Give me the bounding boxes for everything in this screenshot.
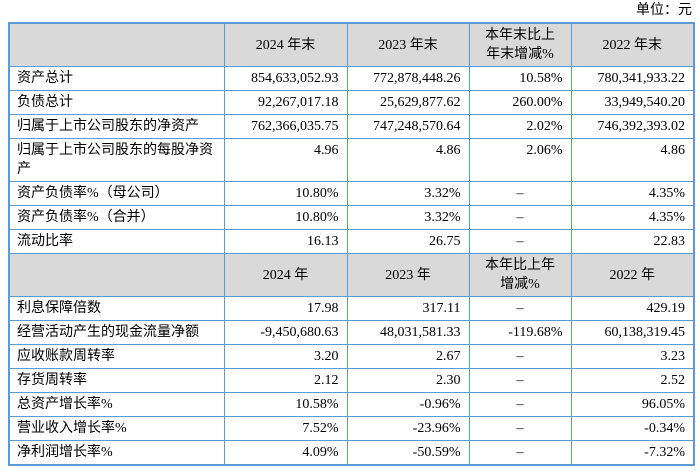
column-header: 2023 年末 [346,22,470,67]
table-row: 归属于上市公司股东的净资产 762,366,035.75 747,248,570.6… [8,114,695,139]
column-header: 2022 年 [570,253,695,297]
cell-value: 4.86 [570,138,695,182]
cell-value: 4.09% [223,440,348,466]
cell-value: 17.98 [223,296,348,321]
table-body: 2024 年末 2023 年末 本年末比上年末增减% 2022 年末 资产总计 854,6… [8,22,695,466]
cell-dash: – [468,205,572,230]
table-row: 利息保障倍数 17.98 317.11–429.19 [8,296,695,321]
row-label: 资产负债率%（母公司） [8,181,225,206]
cell-value: 260.00% [468,90,572,115]
header-row: 2024 年 2023 年本年比上年增减% 2022 年 [8,253,695,297]
cell-value: 747,248,570.64 [346,114,470,139]
cell-value: 2.67 [346,344,470,369]
cell-value: 4.86 [346,138,470,182]
cell-value: 96.05% [570,392,695,417]
cell-value: 772,878,448.26 [346,66,470,91]
cell-value: 48,031,581.33 [346,320,470,345]
cell-value: 22.83 [570,229,695,254]
cell-value: 10.80% [223,181,348,206]
cell-dash: – [468,368,572,393]
cell-value: 854,633,052.93 [223,66,348,91]
financial-indicators-table: 2024 年末 2023 年末 本年末比上年末增减% 2022 年末 资产总计 854,6… [8,22,695,466]
cell-value: -7.32% [570,440,695,466]
cell-value: 2.06% [468,138,572,182]
row-label: 归属于上市公司股东的净资产 [8,114,225,139]
cell-value: 10.58% [468,66,572,91]
row-label: 净利润增长率% [8,440,225,466]
table-row: 经营活动产生的现金流量净额 -9,450,680.63 48,031,581.33-… [8,320,695,345]
cell-dash: – [468,229,572,254]
cell-value: 26.75 [346,229,470,254]
cell-value: 60,138,319.45 [570,320,695,345]
table-row: 流动比率 16.13 26.75–22.83 [8,229,695,254]
cell-value: 4.35% [570,205,695,230]
cell-value: 2.12 [223,368,348,393]
cell-value: -9,450,680.63 [223,320,348,345]
cell-value: 429.19 [570,296,695,321]
table-row: 应收账款周转率 3.20 2.67–3.23 [8,344,695,369]
row-label: 利息保障倍数 [8,296,225,321]
row-label: 负债总计 [8,90,225,115]
header-row: 2024 年末 2023 年末 本年末比上年末增减% 2022 年末 [8,22,695,67]
column-header: 2024 年 [223,253,348,297]
corner-cell [8,253,225,297]
cell-dash: – [468,416,572,441]
cell-dash: – [468,344,572,369]
table-row: 资产负债率%（母公司） 10.80% 3.32% –4.35% [8,181,695,206]
cell-value: 10.80% [223,205,348,230]
cell-value: 746,392,393.02 [570,114,695,139]
cell-value: 762,366,035.75 [223,114,348,139]
cell-value: 10.58% [223,392,348,417]
cell-value: 3.20 [223,344,348,369]
row-label: 归属于上市公司股东的每股净资产 [8,138,225,182]
cell-value: 4.96 [223,138,348,182]
cell-value: 7.52% [223,416,348,441]
table-row: 归属于上市公司股东的每股净资产 4.96 4.86 2.06% 4.86 [8,138,695,182]
cell-dash: – [468,181,572,206]
row-label: 流动比率 [8,229,225,254]
unit-label: 单位：元 [636,3,692,18]
cell-value: 25,629,877.62 [346,90,470,115]
corner-cell [8,22,225,67]
cell-value: -23.96% [346,416,470,441]
cell-dash: – [468,296,572,321]
column-header: 本年比上年增减% [468,253,572,297]
cell-value: 780,341,933.22 [570,66,695,91]
table-row: 资产总计 854,633,052.93 772,878,448.26 10.58% 78… [8,66,695,91]
table-row: 资产负债率%（合并） 10.80% 3.32% –4.35% [8,205,695,230]
row-label: 资产总计 [8,66,225,91]
row-label: 存货周转率 [8,368,225,393]
cell-value: 3.23 [570,344,695,369]
cell-value: 317.11 [346,296,470,321]
cell-value: 2.02% [468,114,572,139]
cell-value: -0.34% [570,416,695,441]
cell-value: 33,949,540.20 [570,90,695,115]
table-row: 总资产增长率% 10.58% -0.96% –96.05% [8,392,695,417]
column-header: 本年末比上年末增减% [468,22,572,67]
table-row: 存货周转率 2.12 2.30–2.52 [8,368,695,393]
cell-value: 16.13 [223,229,348,254]
column-header: 2024 年末 [223,22,348,67]
cell-value: 3.32% [346,205,470,230]
table-row: 净利润增长率% 4.09% -50.59% – -7.32% [8,440,695,466]
column-header: 2023 年 [346,253,470,297]
cell-dash: – [468,440,572,466]
cell-value: 2.52 [570,368,695,393]
cell-value: 92,267,017.18 [223,90,348,115]
row-label: 总资产增长率% [8,392,225,417]
cell-value: -0.96% [346,392,470,417]
row-label: 资产负债率%（合并） [8,205,225,230]
column-header: 2022 年末 [570,22,695,67]
cell-value: 3.32% [346,181,470,206]
table-row: 负债总计 92,267,017.18 25,629,877.62 260.00% 33,… [8,90,695,115]
cell-value: -119.68% [468,320,572,345]
cell-value: -50.59% [346,440,470,466]
row-label: 应收账款周转率 [8,344,225,369]
row-label: 经营活动产生的现金流量净额 [8,320,225,345]
row-label: 营业收入增长率% [8,416,225,441]
cell-dash: – [468,392,572,417]
cell-value: 4.35% [570,181,695,206]
cell-value: 2.30 [346,368,470,393]
table-row: 营业收入增长率% 7.52% -23.96% – -0.34% [8,416,695,441]
